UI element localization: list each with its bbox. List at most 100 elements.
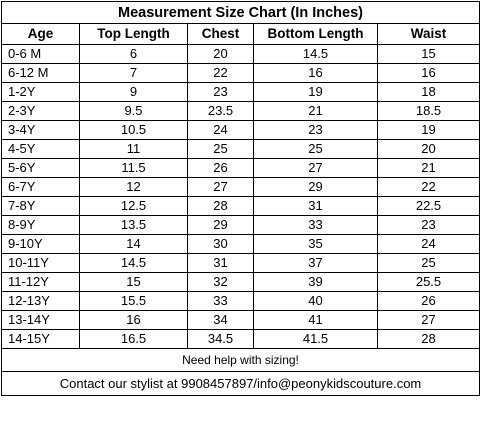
bottom-length-cell: 41.5 xyxy=(253,329,378,349)
top-length-cell: 16 xyxy=(79,310,188,330)
contact-row: Contact our stylist at 9908457897/info@p… xyxy=(0,371,480,396)
age-cell: 3-4Y xyxy=(1,120,80,140)
waist-cell: 21 xyxy=(376,158,480,178)
top-length-cell: 12.5 xyxy=(79,196,188,216)
help-row: Need help with sizing! xyxy=(0,348,480,372)
age-cell: 8-9Y xyxy=(1,215,80,235)
chest-cell: 32 xyxy=(187,272,254,292)
waist-cell: 22 xyxy=(376,177,480,197)
title-row: Measurement Size Chart (In Inches) xyxy=(0,1,480,24)
top-length-cell: 9 xyxy=(79,82,188,102)
chart-title: Measurement Size Chart (In Inches) xyxy=(0,1,480,24)
top-length-cell: 13.5 xyxy=(79,215,188,235)
top-length-cell: 7 xyxy=(79,63,188,83)
chest-cell: 29 xyxy=(187,215,254,235)
chest-cell: 20 xyxy=(187,44,254,64)
waist-cell: 18 xyxy=(376,82,480,102)
age-cell: 12-13Y xyxy=(1,291,80,311)
bottom-length-cell: 23 xyxy=(253,120,378,140)
header-row: Age Top Length Chest Bottom Length Waist xyxy=(1,23,480,45)
table-row: 11-12Y 15 32 39 25.5 xyxy=(1,272,480,292)
bottom-length-cell: 31 xyxy=(253,196,378,216)
top-length-cell: 14.5 xyxy=(79,253,188,273)
table-row: 7-8Y 12.5 28 31 22.5 xyxy=(1,196,480,216)
top-length-cell: 12 xyxy=(79,177,188,197)
bottom-length-cell: 21 xyxy=(253,101,378,121)
waist-cell: 25.5 xyxy=(376,272,480,292)
table-row: 12-13Y 15.5 33 40 26 xyxy=(1,291,480,311)
table-row: 13-14Y 16 34 41 27 xyxy=(1,310,480,330)
column-header-waist: Waist xyxy=(376,23,480,45)
chest-cell: 31 xyxy=(187,253,254,273)
age-cell: 11-12Y xyxy=(1,272,80,292)
age-cell: 5-6Y xyxy=(1,158,80,178)
table-row: 2-3Y 9.5 23.5 21 18.5 xyxy=(1,101,480,121)
size-chart-table: Measurement Size Chart (In Inches) Age T… xyxy=(0,1,480,396)
table-row: 3-4Y 10.5 24 23 19 xyxy=(1,120,480,140)
chest-cell: 22 xyxy=(187,63,254,83)
table-row: 5-6Y 11.5 26 27 21 xyxy=(1,158,480,178)
chest-cell: 24 xyxy=(187,120,254,140)
column-header-bottom-length: Bottom Length xyxy=(253,23,378,45)
chest-cell: 34 xyxy=(187,310,254,330)
chest-cell: 23 xyxy=(187,82,254,102)
table-row: 4-5Y 11 25 25 20 xyxy=(1,139,480,159)
waist-cell: 20 xyxy=(376,139,480,159)
top-length-cell: 15.5 xyxy=(79,291,188,311)
table-row: 0-6 M 6 20 14.5 15 xyxy=(1,44,480,64)
top-length-cell: 11.5 xyxy=(79,158,188,178)
column-header-chest: Chest xyxy=(187,23,254,45)
age-cell: 9-10Y xyxy=(1,234,80,254)
age-cell: 14-15Y xyxy=(1,329,80,349)
bottom-length-cell: 25 xyxy=(253,139,378,159)
chest-cell: 26 xyxy=(187,158,254,178)
waist-cell: 25 xyxy=(376,253,480,273)
age-cell: 2-3Y xyxy=(1,101,80,121)
bottom-length-cell: 29 xyxy=(253,177,378,197)
age-cell: 1-2Y xyxy=(1,82,80,102)
table-row: 6-7Y 12 27 29 22 xyxy=(1,177,480,197)
chest-cell: 25 xyxy=(187,139,254,159)
top-length-cell: 10.5 xyxy=(79,120,188,140)
age-cell: 0-6 M xyxy=(1,44,80,64)
bottom-length-cell: 33 xyxy=(253,215,378,235)
bottom-length-cell: 27 xyxy=(253,158,378,178)
waist-cell: 18.5 xyxy=(376,101,480,121)
top-length-cell: 14 xyxy=(79,234,188,254)
chest-cell: 33 xyxy=(187,291,254,311)
age-cell: 7-8Y xyxy=(1,196,80,216)
chest-cell: 34.5 xyxy=(187,329,254,349)
column-header-top-length: Top Length xyxy=(79,23,188,45)
help-text: Need help with sizing! xyxy=(0,348,480,372)
waist-cell: 24 xyxy=(376,234,480,254)
waist-cell: 27 xyxy=(376,310,480,330)
bottom-length-cell: 40 xyxy=(253,291,378,311)
age-cell: 6-12 M xyxy=(1,63,80,83)
age-cell: 4-5Y xyxy=(1,139,80,159)
table-row: 10-11Y 14.5 31 37 25 xyxy=(1,253,480,273)
table-row: 14-15Y 16.5 34.5 41.5 28 xyxy=(1,329,480,349)
bottom-length-cell: 14.5 xyxy=(253,44,378,64)
waist-cell: 15 xyxy=(376,44,480,64)
waist-cell: 28 xyxy=(376,329,480,349)
top-length-cell: 11 xyxy=(79,139,188,159)
bottom-length-cell: 35 xyxy=(253,234,378,254)
waist-cell: 22.5 xyxy=(376,196,480,216)
table-row: 1-2Y 9 23 19 18 xyxy=(1,82,480,102)
bottom-length-cell: 37 xyxy=(253,253,378,273)
chest-cell: 30 xyxy=(187,234,254,254)
age-cell: 10-11Y xyxy=(1,253,80,273)
chest-cell: 28 xyxy=(187,196,254,216)
waist-cell: 23 xyxy=(376,215,480,235)
waist-cell: 26 xyxy=(376,291,480,311)
table-row: 6-12 M 7 22 16 16 xyxy=(1,63,480,83)
top-length-cell: 16.5 xyxy=(79,329,188,349)
bottom-length-cell: 39 xyxy=(253,272,378,292)
chest-cell: 23.5 xyxy=(187,101,254,121)
contact-text: Contact our stylist at 9908457897/info@p… xyxy=(0,371,480,396)
bottom-length-cell: 19 xyxy=(253,82,378,102)
table-body: 0-6 M 6 20 14.5 15 6-12 M 7 22 16 16 1-2Y 9 23 19 18 2-… xyxy=(1,44,480,349)
table-row: 9-10Y 14 30 35 24 xyxy=(1,234,480,254)
bottom-length-cell: 41 xyxy=(253,310,378,330)
waist-cell: 16 xyxy=(376,63,480,83)
